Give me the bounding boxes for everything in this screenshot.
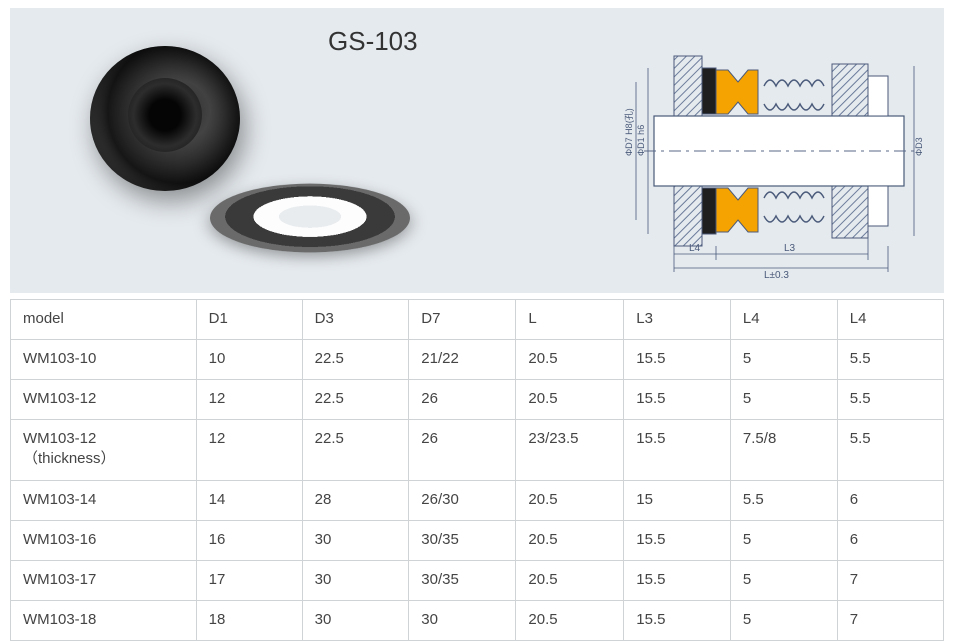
table-row: WM103-101022.521/2220.515.555.5 bbox=[11, 340, 944, 380]
cell-value: 20.5 bbox=[516, 340, 624, 380]
cell-value: 30/35 bbox=[409, 561, 516, 601]
cell-model: WM103-18 bbox=[11, 601, 197, 641]
cell-value: 15.5 bbox=[624, 380, 731, 420]
col-L: L bbox=[516, 300, 624, 340]
cell-value: 5.5 bbox=[730, 481, 837, 521]
dim-d7: ΦD7 H8(孔) bbox=[624, 108, 634, 156]
col-model: model bbox=[11, 300, 197, 340]
dim-L4: L4 bbox=[689, 243, 701, 254]
cell-value: 5 bbox=[730, 561, 837, 601]
cell-value: 5.5 bbox=[837, 340, 943, 380]
product-photo bbox=[80, 28, 440, 283]
cell-value: 15 bbox=[624, 481, 731, 521]
table-row: WM103-1818303020.515.557 bbox=[11, 601, 944, 641]
cell-value: 6 bbox=[837, 521, 943, 561]
cell-value: 23/23.5 bbox=[516, 420, 624, 481]
cell-value: 20.5 bbox=[516, 561, 624, 601]
cell-value: 16 bbox=[196, 521, 302, 561]
cell-value: 10 bbox=[196, 340, 302, 380]
table-row: WM103-12（thickness）1222.52623/23.515.57.… bbox=[11, 420, 944, 481]
table-row: WM103-121222.52620.515.555.5 bbox=[11, 380, 944, 420]
cell-value: 15.5 bbox=[624, 561, 731, 601]
cell-value: 30 bbox=[302, 561, 409, 601]
cell-value: 6 bbox=[837, 481, 943, 521]
cell-value: 5 bbox=[730, 601, 837, 641]
table-row: WM103-16163030/3520.515.556 bbox=[11, 521, 944, 561]
cell-value: 12 bbox=[196, 380, 302, 420]
cell-value: 15.5 bbox=[624, 521, 731, 561]
col-d3: D3 bbox=[302, 300, 409, 340]
col-L4b: L4 bbox=[837, 300, 943, 340]
table-row: WM103-17173030/3520.515.557 bbox=[11, 561, 944, 601]
cell-value: 15.5 bbox=[624, 340, 731, 380]
cell-model: WM103-16 bbox=[11, 521, 197, 561]
cell-value: 26 bbox=[409, 420, 516, 481]
col-d7: D7 bbox=[409, 300, 516, 340]
seal-ring-shape bbox=[210, 184, 410, 253]
cell-value: 22.5 bbox=[302, 340, 409, 380]
cell-value: 15.5 bbox=[624, 420, 731, 481]
cell-value: 14 bbox=[196, 481, 302, 521]
cell-value: 30 bbox=[302, 521, 409, 561]
cell-value: 20.5 bbox=[516, 481, 624, 521]
table-row: WM103-14142826/3020.5155.56 bbox=[11, 481, 944, 521]
cell-value: 12 bbox=[196, 420, 302, 481]
cell-value: 15.5 bbox=[624, 601, 731, 641]
col-d1: D1 bbox=[196, 300, 302, 340]
cell-value: 7 bbox=[837, 561, 943, 601]
technical-diagram: ΦD7 H8(孔) ΦD1 h6 ΦD3 L4 L3 L±0.3 bbox=[614, 26, 934, 286]
cell-value: 5 bbox=[730, 380, 837, 420]
cell-value: 5.5 bbox=[837, 380, 943, 420]
cell-value: 22.5 bbox=[302, 420, 409, 481]
cell-value: 28 bbox=[302, 481, 409, 521]
dim-Ltol: L±0.3 bbox=[764, 270, 789, 281]
cell-value: 30/35 bbox=[409, 521, 516, 561]
cell-value: 20.5 bbox=[516, 521, 624, 561]
cell-value: 18 bbox=[196, 601, 302, 641]
col-L4a: L4 bbox=[730, 300, 837, 340]
cell-value: 30 bbox=[302, 601, 409, 641]
cell-value: 5 bbox=[730, 340, 837, 380]
cell-value: 21/22 bbox=[409, 340, 516, 380]
cell-model: WM103-12 bbox=[11, 380, 197, 420]
cell-value: 30 bbox=[409, 601, 516, 641]
seal-body-shape bbox=[90, 46, 240, 191]
cell-value: 20.5 bbox=[516, 380, 624, 420]
table-body: WM103-101022.521/2220.515.555.5WM103-121… bbox=[11, 340, 944, 641]
cell-value: 22.5 bbox=[302, 380, 409, 420]
cell-model: WM103-12（thickness） bbox=[11, 420, 197, 481]
cell-value: 17 bbox=[196, 561, 302, 601]
cell-model: WM103-17 bbox=[11, 561, 197, 601]
cell-value: 7 bbox=[837, 601, 943, 641]
specs-table: model D1 D3 D7 L L3 L4 L4 WM103-101022.5… bbox=[10, 299, 944, 641]
cell-value: 26/30 bbox=[409, 481, 516, 521]
cell-value: 26 bbox=[409, 380, 516, 420]
col-L3: L3 bbox=[624, 300, 731, 340]
dim-d1: ΦD1 h6 bbox=[636, 125, 646, 156]
table-header-row: model D1 D3 D7 L L3 L4 L4 bbox=[11, 300, 944, 340]
cell-value: 20.5 bbox=[516, 601, 624, 641]
dim-L3: L3 bbox=[784, 243, 796, 254]
top-panel: GS-103 bbox=[10, 8, 944, 293]
cell-model: WM103-14 bbox=[11, 481, 197, 521]
cell-value: 5 bbox=[730, 521, 837, 561]
dim-d3: ΦD3 bbox=[914, 137, 924, 156]
cell-value: 7.5/8 bbox=[730, 420, 837, 481]
cell-model: WM103-10 bbox=[11, 340, 197, 380]
cell-value: 5.5 bbox=[837, 420, 943, 481]
